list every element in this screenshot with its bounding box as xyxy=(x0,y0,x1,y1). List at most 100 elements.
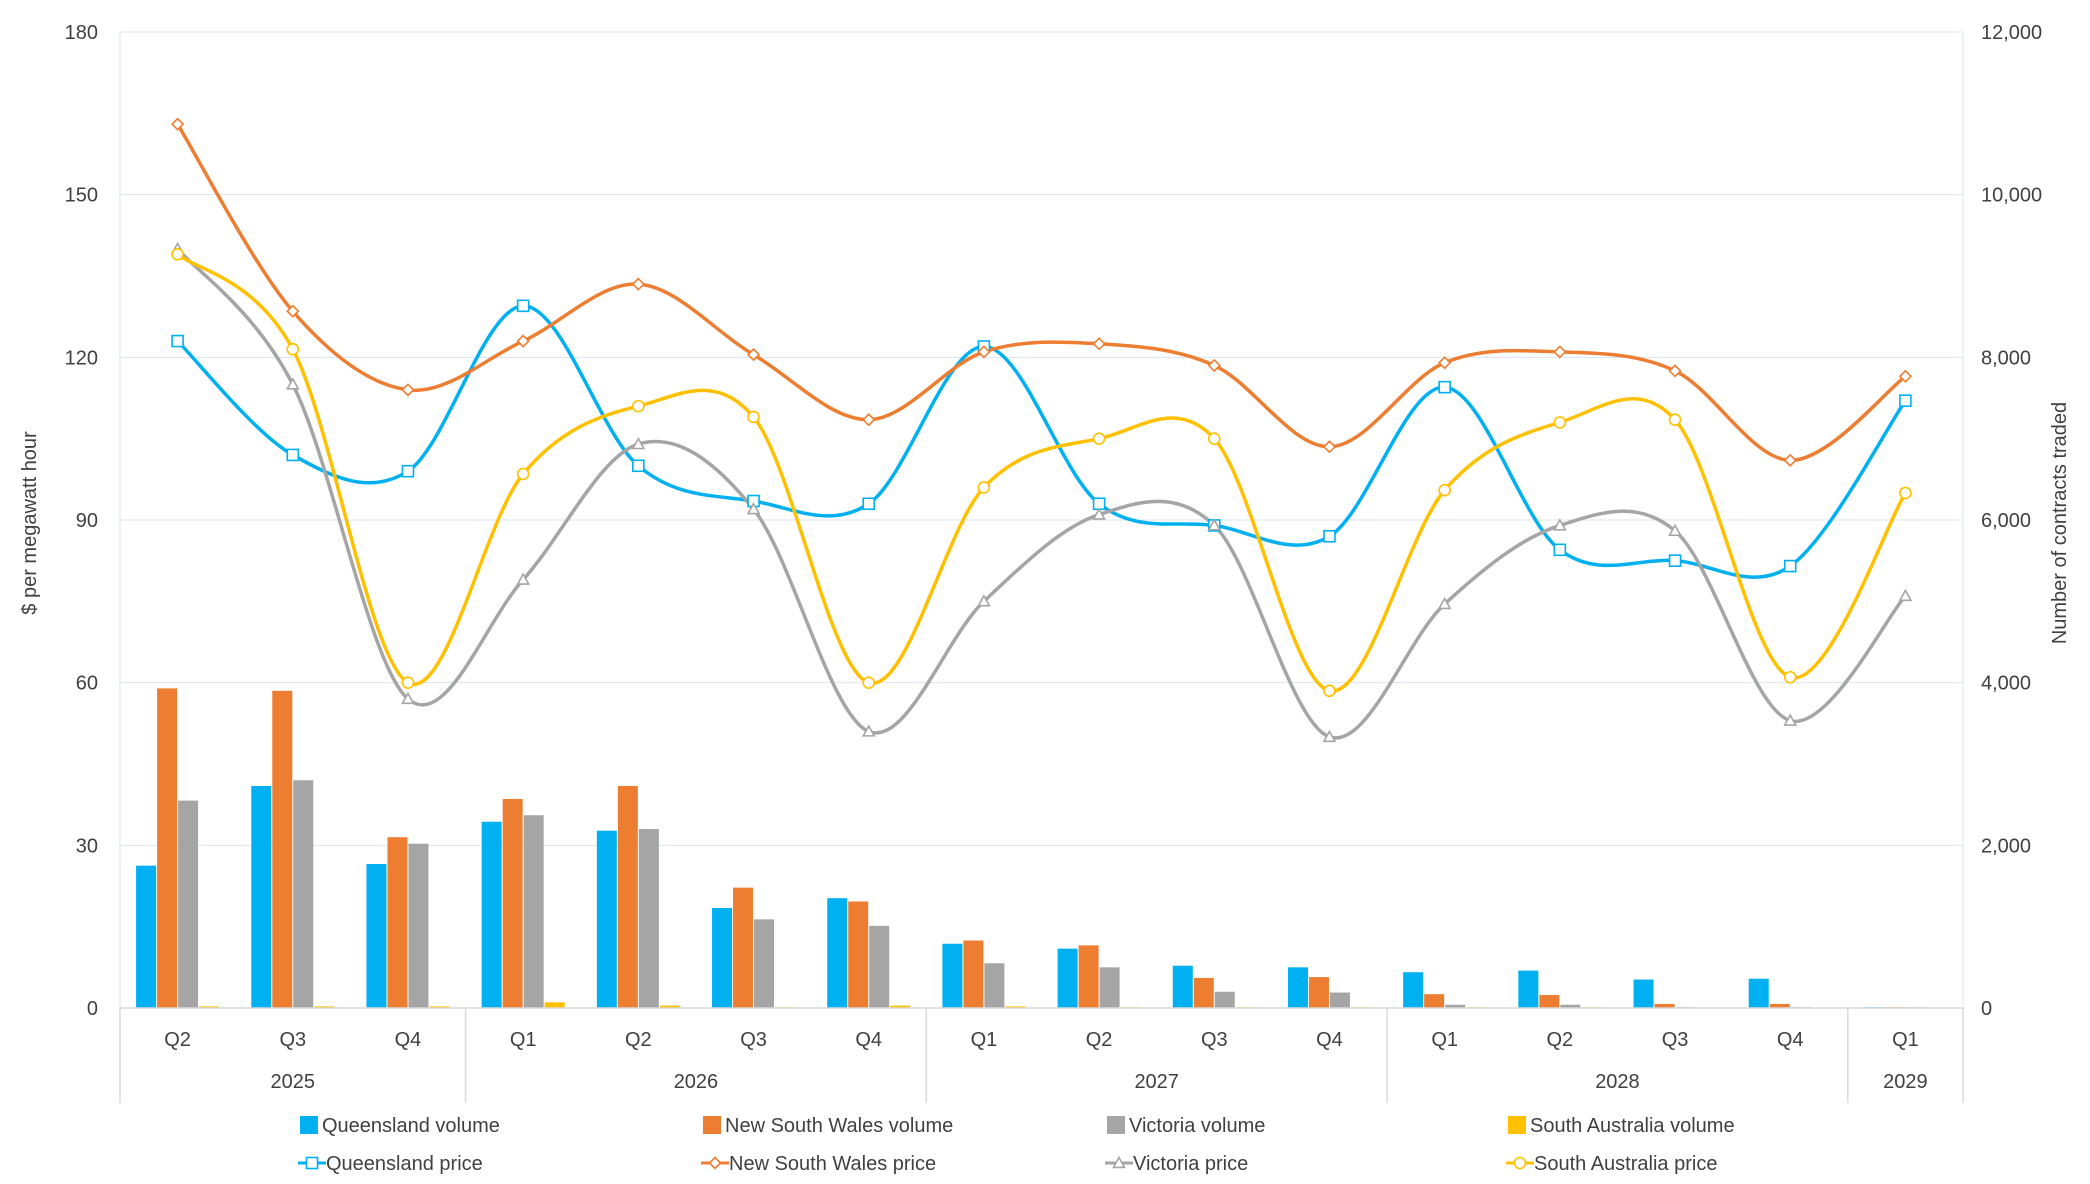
marker-triangle xyxy=(1437,596,1452,610)
x-tick-label: Q4 xyxy=(1316,1029,1343,1051)
marker-diamond xyxy=(401,383,415,397)
x-group-label: 2028 xyxy=(1595,1071,1640,1093)
x-tick-label: Q3 xyxy=(1662,1029,1689,1051)
x-tick-label: Q4 xyxy=(855,1029,882,1051)
marker-triangle xyxy=(401,691,415,705)
marker-diamond xyxy=(977,345,991,359)
marker-triangle xyxy=(861,724,876,737)
marker-triangle xyxy=(516,572,531,585)
bar xyxy=(387,837,408,1008)
y-right-tick-label: 10,000 xyxy=(1981,185,2042,207)
x-tick-label: Q2 xyxy=(625,1029,652,1051)
marker-circle xyxy=(1092,432,1106,445)
marker-circle xyxy=(1323,684,1336,698)
marker-square xyxy=(1899,394,1912,408)
marker-diamond xyxy=(1898,369,1913,383)
x-group-label: 2025 xyxy=(271,1071,316,1093)
y-left-tick-label: 150 xyxy=(65,185,98,207)
marker-circle xyxy=(1207,432,1221,445)
legend-label: New South Wales volume xyxy=(725,1115,953,1137)
bar xyxy=(251,785,272,1008)
y-left-tick-label: 120 xyxy=(65,347,98,369)
marker-diamond xyxy=(516,334,530,348)
marker-triangle xyxy=(1207,518,1222,531)
bar xyxy=(890,1005,911,1008)
marker-circle xyxy=(171,248,184,261)
bar xyxy=(984,963,1005,1008)
y-left-tick-label: 0 xyxy=(87,998,98,1020)
marker-triangle xyxy=(977,594,991,607)
bar xyxy=(1748,978,1769,1008)
gridlines xyxy=(120,31,1963,846)
volume-bars xyxy=(136,688,1947,1009)
marker-diamond xyxy=(1783,453,1797,467)
bar xyxy=(366,864,387,1008)
bar xyxy=(523,815,544,1008)
x-group-label: 2027 xyxy=(1134,1071,1179,1093)
marker-triangle xyxy=(1783,713,1798,726)
bar xyxy=(596,830,617,1008)
marker-square xyxy=(401,464,415,478)
bar xyxy=(429,1006,450,1008)
y-axis-right-title: Number of contracts traded xyxy=(2049,402,2071,644)
bar xyxy=(1057,948,1078,1008)
bar xyxy=(272,690,293,1008)
bar xyxy=(1078,945,1099,1008)
marker-square xyxy=(1553,543,1567,557)
price-lines xyxy=(170,117,1913,743)
x-tick-label: Q1 xyxy=(1431,1029,1458,1051)
y-left-tick-label: 30 xyxy=(76,835,98,857)
bar xyxy=(178,800,199,1008)
marker-square xyxy=(862,497,876,511)
legend-swatch xyxy=(300,1116,318,1134)
marker-circle xyxy=(1553,416,1567,429)
bar xyxy=(1403,972,1424,1008)
legend-label: Queensland volume xyxy=(322,1115,500,1137)
bar xyxy=(659,1005,680,1008)
marker-square xyxy=(1668,554,1682,567)
bar xyxy=(1560,1004,1581,1008)
axes: 0 30 60 90 120 150 180 0 2,000 4,000 6,000 8,000 10,… xyxy=(65,22,2042,1103)
marker-circle xyxy=(1668,413,1682,426)
bar xyxy=(293,780,314,1008)
marker-circle xyxy=(977,481,991,494)
x-group-label: 2026 xyxy=(674,1071,719,1093)
x-tick-label: Q3 xyxy=(740,1029,767,1051)
marker-square xyxy=(632,459,645,473)
marker-circle xyxy=(632,399,645,413)
x-group-label: 2029 xyxy=(1883,1071,1928,1093)
x-tick-label: Q3 xyxy=(279,1029,306,1051)
marker-diamond xyxy=(862,413,876,427)
marker-circle xyxy=(516,467,530,481)
marker-diamond xyxy=(1553,345,1567,359)
legend-swatch xyxy=(703,1116,721,1134)
marker-diamond xyxy=(286,304,300,318)
marker-diamond xyxy=(1092,337,1106,351)
marker-circle xyxy=(1899,486,1912,500)
y-left-tick-label: 60 xyxy=(76,673,98,695)
bar xyxy=(1654,1003,1675,1008)
x-tick-label: Q1 xyxy=(971,1029,998,1051)
legend-label: South Australia price xyxy=(1534,1153,1717,1175)
x-tick-label: Q3 xyxy=(1201,1029,1228,1051)
y-left-tick-label: 90 xyxy=(76,510,98,532)
marker-diamond xyxy=(1207,358,1221,373)
bar xyxy=(1424,994,1445,1008)
marker-diamond xyxy=(746,347,761,362)
marker-triangle xyxy=(1668,523,1682,537)
y-right-tick-label: 8,000 xyxy=(1981,347,2031,369)
series-line xyxy=(176,304,1907,579)
bar xyxy=(314,1006,335,1008)
bar xyxy=(544,1002,565,1008)
marker-circle xyxy=(286,342,300,356)
bar xyxy=(963,940,984,1008)
bar xyxy=(199,1006,220,1008)
marker-circle xyxy=(401,676,415,689)
marker-triangle xyxy=(1552,518,1567,531)
marker-diamond xyxy=(708,1156,722,1170)
marker-circle xyxy=(1513,1156,1527,1170)
bar xyxy=(942,943,963,1008)
marker-square xyxy=(286,448,300,462)
bar xyxy=(157,688,178,1008)
marker-diamond xyxy=(1322,440,1337,454)
